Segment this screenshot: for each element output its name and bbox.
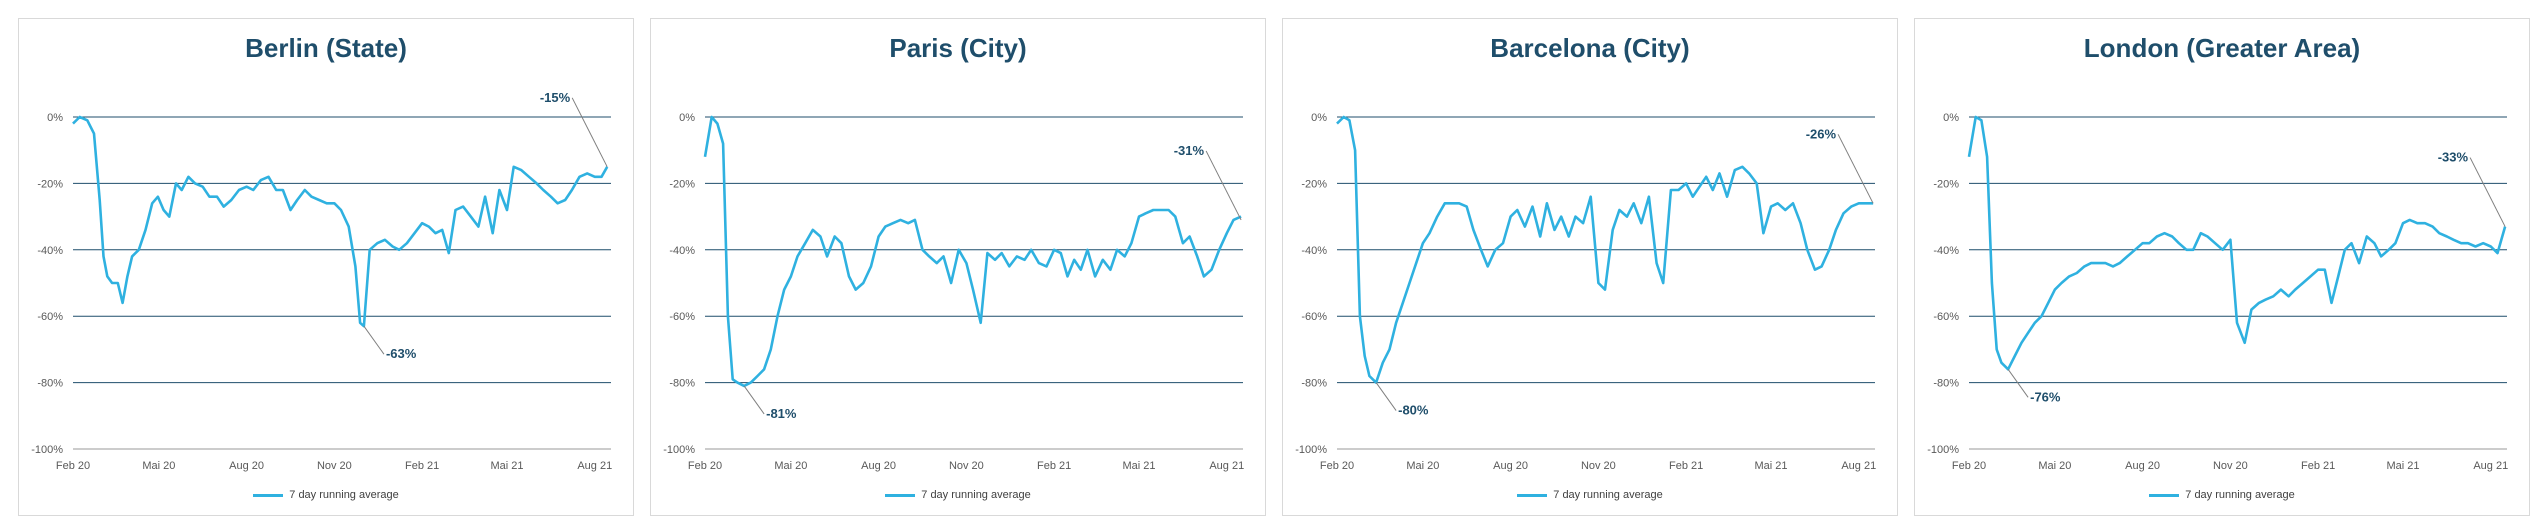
y-tick-label: 0% (1943, 112, 1959, 124)
x-tick-label: Feb 21 (1669, 460, 1703, 472)
chart-title: Barcelona (City) (1490, 33, 1690, 63)
annotation-label: -33% (2438, 150, 2469, 165)
chart-panel-berlin: Berlin (State) 0% -20% -40% -60% -80% -100% Fe… (18, 18, 634, 516)
y-tick-label: 0% (679, 112, 695, 124)
x-tick-label: Feb 20 (688, 460, 722, 472)
y-tick-label: -60% (1301, 311, 1327, 323)
x-tick-label: Aug 21 (1841, 460, 1876, 472)
chart-plot: 0% -20% -40% -60% -80% -100% Feb 20 Mai 20 Aug 2… (31, 90, 612, 472)
annotation-leader (1375, 382, 1397, 411)
y-tick-label: -60% (37, 311, 63, 323)
x-tick-label: Aug 20 (861, 460, 896, 472)
x-tick-label: Mai 20 (774, 460, 807, 472)
x-tick-label: Mai 20 (1406, 460, 1439, 472)
x-tick-label: Nov 20 (1581, 460, 1616, 472)
y-tick-label: -60% (669, 311, 695, 323)
y-tick-label: -40% (669, 245, 695, 257)
x-tick-label: Feb 21 (1037, 460, 1071, 472)
annotation-leader (2469, 157, 2506, 227)
x-tick-label: Mai 21 (1755, 460, 1788, 472)
x-tick-label: Aug 21 (1209, 460, 1244, 472)
x-tick-label: Feb 21 (405, 460, 439, 472)
annotation-label: -31% (1174, 143, 1205, 158)
chart-panel-london: London (Greater Area) 0% -20% -40% -60% -80%… (1914, 18, 2530, 516)
annotation-leader (2007, 369, 2029, 398)
chart-title: Berlin (State) (245, 33, 407, 63)
x-tick-label: Mai 21 (1123, 460, 1156, 472)
legend-line-swatch (1517, 493, 1548, 497)
y-tick-label: -100% (663, 444, 695, 456)
chart-legend: 7 day running average (19, 489, 633, 501)
chart-plot: 0% -20% -40% -60% -80% -100% Feb 20 Mai 20 Aug 2… (663, 112, 1244, 472)
legend-line-swatch (885, 493, 916, 497)
legend-line-swatch (2149, 493, 2180, 497)
chart-title: London (Greater Area) (2083, 33, 2361, 63)
y-tick-label: -100% (1295, 444, 1327, 456)
y-tick-label: 0% (47, 112, 63, 124)
chart-legend: 7 day running average (1283, 489, 1897, 501)
legend-line-swatch (253, 493, 284, 497)
series-line (1967, 115, 2507, 371)
y-tick-label: -40% (1933, 245, 1959, 257)
x-tick-label: Mai 20 (2038, 460, 2071, 472)
chart-panel-paris: Paris (City) 0% -20% -40% -60% -80% -100% Feb … (650, 18, 1266, 516)
y-tick-label: -20% (1933, 178, 1959, 190)
y-tick-label: -80% (1301, 378, 1327, 390)
x-tick-label: Mai 20 (142, 460, 175, 472)
annotation-leader (363, 325, 385, 355)
y-tick-label: 0% (1311, 112, 1327, 124)
annotation-label: -81% (766, 406, 797, 421)
y-tick-label: -40% (1301, 245, 1327, 257)
annotation-label: -80% (1398, 403, 1429, 418)
x-tick-label: Mai 21 (2387, 460, 2420, 472)
x-tick-label: Mai 21 (491, 460, 524, 472)
y-tick-label: -80% (1933, 378, 1959, 390)
legend-label: 7 day running average (2185, 489, 2295, 501)
x-tick-label: Nov 20 (949, 460, 984, 472)
y-tick-label: -80% (37, 378, 63, 390)
x-tick-label: Feb 21 (2301, 460, 2335, 472)
chart-title: Paris (City) (889, 33, 1027, 63)
x-tick-label: Feb 20 (1952, 460, 1986, 472)
y-tick-label: -40% (37, 245, 63, 257)
chart-panel-barcelona: Barcelona (City) 0% -20% -40% -60% -80% -100%… (1282, 18, 1898, 516)
legend-label: 7 day running average (289, 489, 399, 501)
x-tick-label: Aug 20 (2125, 460, 2160, 472)
y-tick-label: -100% (31, 444, 63, 456)
x-tick-label: Aug 21 (2473, 460, 2508, 472)
x-tick-label: Feb 20 (56, 460, 90, 472)
x-tick-label: Aug 21 (577, 460, 612, 472)
annotation-label: -26% (1806, 126, 1837, 141)
y-tick-label: -60% (1933, 311, 1959, 323)
x-tick-label: Nov 20 (2213, 460, 2248, 472)
y-tick-label: -100% (1927, 444, 1959, 456)
legend-label: 7 day running average (921, 489, 1031, 501)
series-line (703, 115, 1242, 388)
x-tick-label: Nov 20 (317, 460, 352, 472)
series-line (72, 115, 609, 328)
x-tick-label: Feb 20 (1320, 460, 1354, 472)
chart-legend: 7 day running average (651, 489, 1265, 501)
annotation-leader (571, 97, 608, 168)
series-line (1336, 115, 1874, 384)
chart-legend: 7 day running average (1915, 489, 2529, 501)
y-tick-label: -80% (669, 378, 695, 390)
y-tick-label: -20% (37, 178, 63, 190)
annotation-label: -76% (2030, 389, 2061, 404)
annotation-label: -63% (386, 346, 417, 361)
annotation-label: -15% (540, 90, 571, 105)
y-tick-label: -20% (669, 178, 695, 190)
chart-plot: 0% -20% -40% -60% -80% -100% Feb 20 Mai 20 Aug 2… (1927, 112, 2508, 472)
annotation-leader (1205, 150, 1242, 221)
legend-label: 7 day running average (1553, 489, 1663, 501)
annotation-leader (743, 385, 765, 415)
chart-plot: 0% -20% -40% -60% -80% -100% Feb 20 Mai 20 Aug 2… (1295, 112, 1876, 472)
x-tick-label: Aug 20 (1493, 460, 1528, 472)
annotation-leader (1837, 134, 1874, 204)
x-tick-label: Aug 20 (229, 460, 264, 472)
y-tick-label: -20% (1301, 178, 1327, 190)
